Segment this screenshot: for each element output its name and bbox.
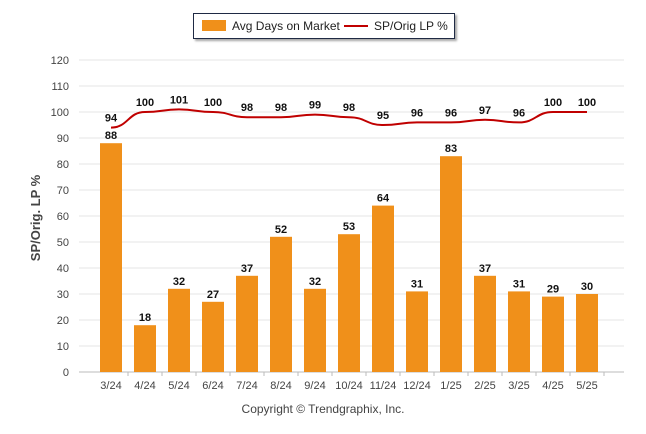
line-data-label: 100 — [136, 97, 154, 109]
line-data-label: 99 — [309, 100, 321, 112]
bar — [134, 325, 156, 372]
bar — [100, 143, 122, 372]
line-data-label: 96 — [445, 107, 457, 119]
y-tick-label: 40 — [57, 263, 69, 275]
x-tick-label: 5/24 — [168, 380, 189, 392]
bar — [406, 291, 428, 372]
bar — [338, 234, 360, 372]
series-line — [110, 108, 587, 129]
x-tick-label: 3/24 — [100, 380, 121, 392]
x-tick-label: 4/24 — [134, 380, 155, 392]
x-tick-label: 4/25 — [542, 380, 563, 392]
x-tick-label: 6/24 — [202, 380, 223, 392]
bar-data-label: 53 — [343, 221, 355, 233]
x-tick-label: 8/24 — [270, 380, 291, 392]
bar — [168, 288, 190, 372]
legend-line-swatch — [344, 25, 368, 27]
line-data-label: 96 — [411, 107, 423, 119]
y-tick-label: 0 — [63, 367, 69, 379]
y-tick-label: 70 — [57, 185, 69, 197]
x-tick-label: 5/25 — [576, 380, 597, 392]
y-tick-label: 30 — [57, 289, 69, 301]
bar-data-label: 18 — [139, 312, 151, 324]
x-tick-label: 9/24 — [304, 380, 325, 392]
bars: 88 18 32 27 37 52 32 53 64 31 83 37 31 29 30 — [100, 130, 598, 372]
y-tick-label: 80 — [57, 159, 69, 171]
legend-bar-swatch — [202, 20, 226, 31]
y-axis-ticks: 0 10 20 30 40 50 60 70 80 90 100 110 120 — [51, 55, 69, 379]
y-axis-label: SP/Orig. LP % — [28, 174, 43, 261]
y-tick-label: 120 — [51, 55, 69, 67]
x-axis-ticks: 3/24 4/24 5/24 6/24 7/24 8/24 9/24 10/24 11/24 12… — [100, 372, 605, 392]
bar-data-label: 37 — [241, 263, 253, 275]
line-data-label: 100 — [544, 97, 562, 109]
x-tick-label: 1/25 — [440, 380, 461, 392]
bar — [508, 291, 530, 372]
x-tick-label: 11/24 — [370, 380, 397, 392]
y-tick-label: 10 — [57, 341, 69, 353]
bar — [576, 294, 598, 372]
line-data-label: 95 — [377, 110, 389, 122]
y-tick-label: 100 — [51, 107, 69, 119]
legend-label-line: SP/Orig LP % — [374, 19, 448, 33]
bar-data-label: 30 — [581, 281, 593, 293]
bar-data-label: 83 — [445, 143, 457, 155]
y-tick-label: 50 — [57, 237, 69, 249]
bar — [542, 296, 564, 372]
x-tick-label: 3/25 — [508, 380, 529, 392]
bar-data-label: 29 — [547, 284, 559, 296]
line-data-label: 101 — [170, 94, 188, 106]
y-tick-label: 90 — [57, 133, 69, 145]
x-tick-label: 12/24 — [403, 380, 431, 392]
line-data-label: 98 — [241, 102, 253, 114]
y-tick-label: 110 — [51, 81, 69, 93]
legend-label-bar: Avg Days on Market — [232, 19, 340, 33]
x-tick-label: 7/24 — [236, 380, 257, 392]
bar-data-label: 88 — [105, 130, 117, 142]
bar — [304, 288, 326, 372]
line-data-label: 94 — [105, 113, 118, 125]
bar-data-label: 32 — [309, 276, 321, 288]
y-tick-label: 20 — [57, 315, 69, 327]
line-data-label: 97 — [479, 105, 491, 117]
bar-data-label: 32 — [173, 276, 185, 288]
bar-data-label: 31 — [513, 278, 525, 290]
copyright-text: Copyright © Trendgraphix, Inc. — [241, 402, 405, 416]
bar-data-label: 37 — [479, 263, 491, 275]
bar — [372, 205, 394, 372]
x-tick-label: 10/24 — [335, 380, 363, 392]
bar-data-label: 64 — [377, 193, 390, 205]
line-data-label: 100 — [204, 97, 222, 109]
line-series: 94 100 101 100 98 98 99 98 95 96 96 97 96 100 100 — [105, 94, 596, 129]
bar-data-label: 27 — [207, 289, 219, 301]
y-tick-label: 60 — [57, 211, 69, 223]
line-data-label: 100 — [578, 97, 596, 109]
bar — [202, 301, 224, 372]
bar — [474, 275, 496, 372]
bar — [270, 236, 292, 372]
line-data-label: 98 — [343, 102, 355, 114]
bar-data-label: 52 — [275, 224, 287, 236]
bar — [440, 156, 462, 372]
line-data-label: 98 — [275, 102, 287, 114]
bar-data-label: 31 — [411, 278, 423, 290]
bar — [236, 275, 258, 372]
legend: Avg Days on Market SP/Orig LP % — [193, 13, 455, 39]
line-data-label: 96 — [513, 107, 525, 119]
x-tick-label: 2/25 — [474, 380, 495, 392]
